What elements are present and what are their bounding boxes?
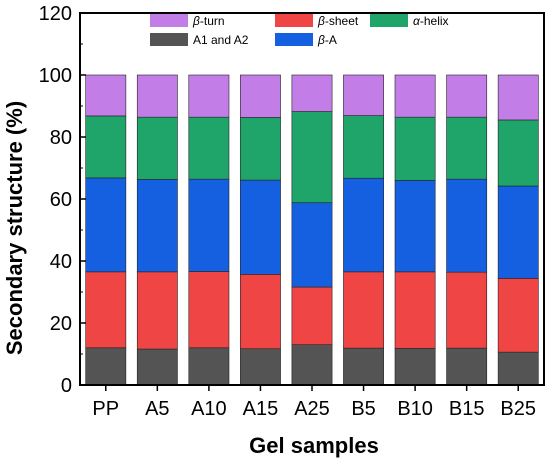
bar-segment-pp-4 <box>85 74 127 117</box>
bar-segment-a15-1 <box>240 274 281 350</box>
bar-segment-pp-2 <box>85 177 127 273</box>
bar-segment-b15-4 <box>446 74 488 118</box>
legend: β-turn β-sheet α-helix A1 and A2 β-A <box>150 14 449 47</box>
ticks-layer: PP A5 A10 A15 A25 B5 B10 B15 B25 0 20 40 60 80 100 120 <box>39 3 536 420</box>
bar-segment-b25-1 <box>497 278 539 353</box>
y-tick-label: 40 <box>50 251 72 273</box>
bar-segment-a25-1 <box>291 286 333 346</box>
bar-segment-a10-4 <box>188 74 230 118</box>
bar-segment-b10-3 <box>394 116 436 181</box>
bar-segment-b5-0 <box>343 347 384 386</box>
bar-segment-pp-1 <box>85 271 127 349</box>
x-tick-label: A15 <box>243 398 279 420</box>
y-tick-label: 20 <box>50 313 72 335</box>
bar-segment-a10-1 <box>188 271 230 349</box>
bar-segment-b10-1 <box>394 271 436 349</box>
legend-label: α-helix <box>413 14 449 28</box>
bar-segment-b25-2 <box>497 185 539 279</box>
bars-layer <box>85 74 539 386</box>
bar-segment-b25-0 <box>497 351 539 386</box>
legend-swatch <box>150 14 188 27</box>
bar-segment-b25-3 <box>497 119 539 187</box>
bar-segment-b5-4 <box>343 74 384 116</box>
bar-segment-b5-1 <box>343 271 384 349</box>
bar-segment-b5-2 <box>343 177 384 273</box>
x-tick-label: A5 <box>145 398 169 420</box>
x-tick-label: B15 <box>449 398 485 420</box>
bar-segment-a10-0 <box>188 347 230 386</box>
bar-segment-a10-2 <box>188 178 230 272</box>
bar-segment-b10-2 <box>394 180 436 273</box>
legend-swatch <box>150 33 188 46</box>
bar-segment-a5-2 <box>136 179 178 273</box>
x-tick-label: B10 <box>397 398 433 420</box>
y-tick-label: 100 <box>39 65 72 87</box>
x-tick-label: A25 <box>294 398 330 420</box>
legend-swatch <box>275 33 313 46</box>
bar-segment-b10-4 <box>394 74 436 118</box>
bar-segment-b15-3 <box>446 116 488 180</box>
bar-segment-a5-0 <box>136 348 178 386</box>
legend-label: β-turn <box>192 14 225 28</box>
bar-segment-a15-0 <box>240 348 281 386</box>
bar-segment-pp-3 <box>85 115 127 179</box>
bar-segment-b5-3 <box>343 115 384 179</box>
x-tick-label: A10 <box>191 398 227 420</box>
legend-label: β-sheet <box>317 14 359 28</box>
bar-segment-a25-2 <box>291 202 333 288</box>
bar-segment-a25-0 <box>291 344 333 386</box>
bar-segment-a5-4 <box>136 74 178 118</box>
y-axis-label: Secondary structure (%) <box>2 101 27 355</box>
bar-segment-a25-4 <box>291 74 333 112</box>
bar-segment-b25-4 <box>497 74 539 121</box>
bar-segment-b15-1 <box>446 271 488 349</box>
bar-segment-b10-0 <box>394 348 436 386</box>
bar-segment-a5-3 <box>136 116 178 180</box>
bar-segment-a10-3 <box>188 116 230 180</box>
bar-segment-a15-4 <box>240 74 281 118</box>
x-tick-label: B25 <box>500 398 536 420</box>
y-tick-label: 0 <box>61 375 72 397</box>
y-tick-label: 120 <box>39 3 72 25</box>
bar-segment-pp-0 <box>85 347 127 386</box>
x-axis-label: Gel samples <box>249 433 379 458</box>
bar-segment-a5-1 <box>136 271 178 350</box>
y-tick-label: 80 <box>50 127 72 149</box>
bar-segment-b15-2 <box>446 178 488 273</box>
y-tick-label: 60 <box>50 189 72 211</box>
legend-label: A1 and A2 <box>193 33 249 47</box>
legend-swatch <box>370 14 408 27</box>
legend-swatch <box>275 14 313 27</box>
bar-segment-b15-0 <box>446 347 488 386</box>
bar-segment-a15-3 <box>240 117 281 181</box>
legend-label: β-A <box>317 33 337 47</box>
bar-segment-a25-3 <box>291 111 333 204</box>
bar-segment-a15-2 <box>240 179 281 275</box>
x-tick-label: PP <box>92 398 119 420</box>
x-tick-label: B5 <box>351 398 375 420</box>
